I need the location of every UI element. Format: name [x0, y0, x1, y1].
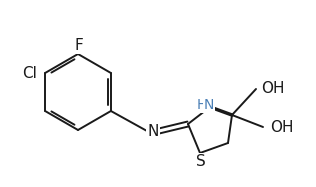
Text: F: F [75, 38, 83, 53]
Text: OH: OH [261, 80, 285, 96]
Text: N: N [147, 123, 159, 139]
Text: N: N [204, 98, 214, 112]
Text: Cl: Cl [22, 65, 37, 80]
Text: S: S [196, 154, 206, 169]
Text: OH: OH [270, 119, 294, 134]
Text: H: H [197, 98, 207, 112]
